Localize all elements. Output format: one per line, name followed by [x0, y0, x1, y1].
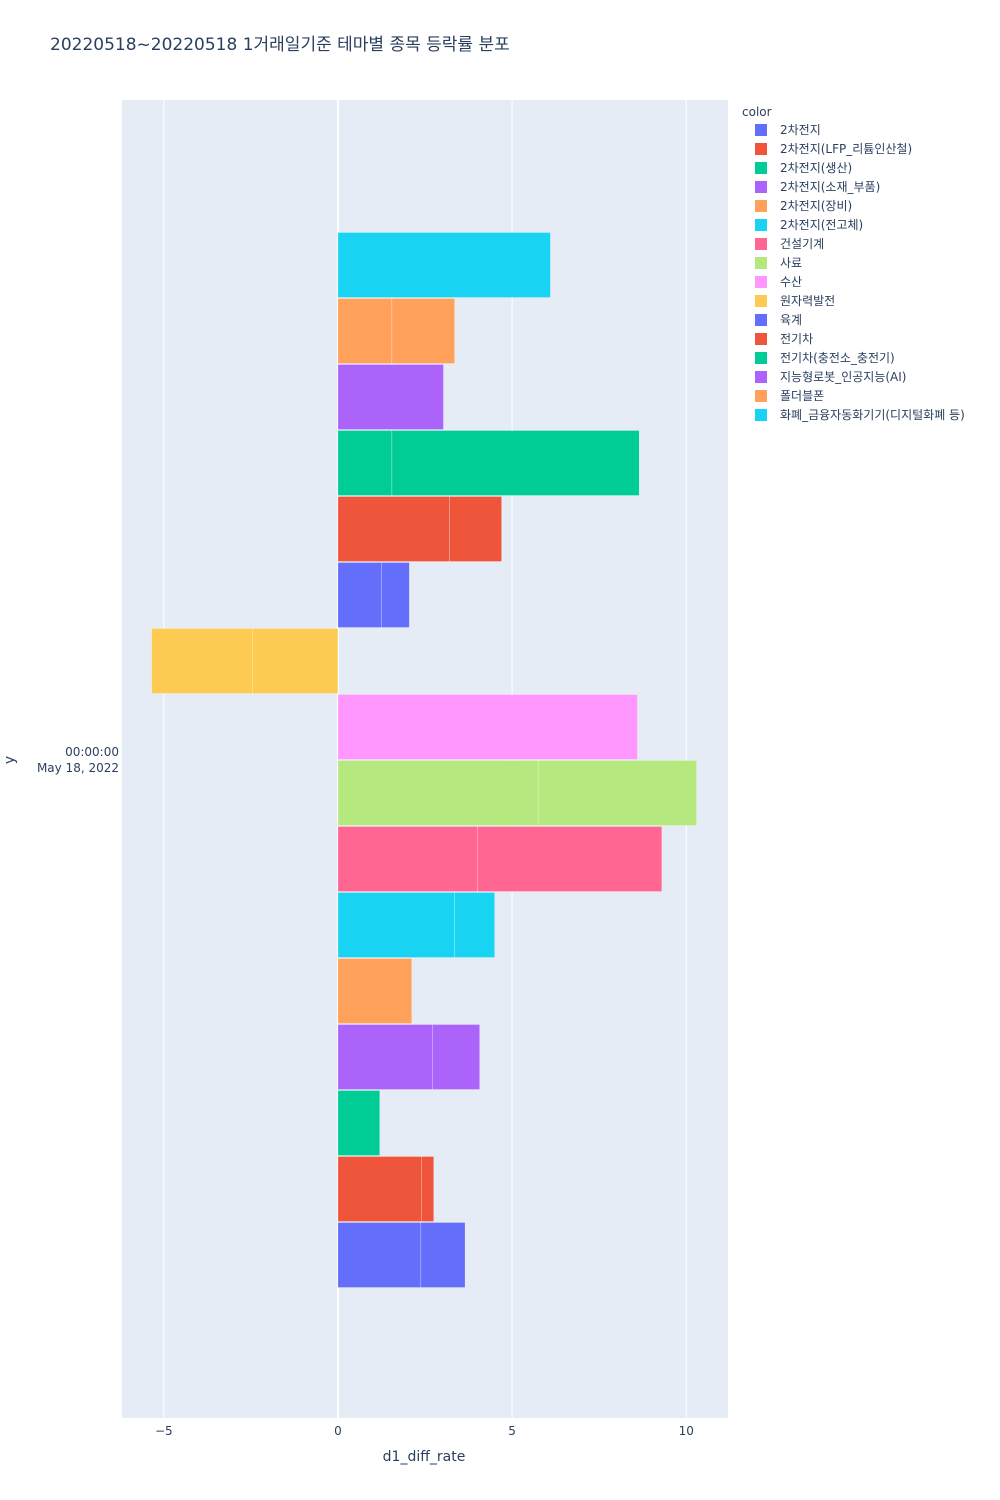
bar-segment	[337, 496, 450, 562]
x-axis-title: d1_diff_rate	[383, 1449, 466, 1465]
legend-swatch[interactable]	[755, 257, 767, 269]
bar-segment	[337, 1222, 422, 1288]
y-tick-label: May 18, 2022	[37, 761, 119, 775]
bar-segment	[337, 562, 382, 628]
legend-item-label[interactable]: 원자력발전	[780, 294, 835, 308]
bar-segment	[391, 430, 640, 496]
y-axis-title: y	[2, 756, 18, 764]
legend-item-label[interactable]: 수산	[780, 275, 802, 289]
legend-item-label[interactable]: 전기차(충전소_충전기)	[780, 351, 895, 365]
bar-segment	[476, 826, 663, 892]
legend-swatch[interactable]	[755, 352, 767, 364]
legend-item-label[interactable]: 2차전지	[780, 123, 821, 137]
bar-segment	[420, 1222, 466, 1288]
legend-item-label[interactable]: 육계	[780, 313, 802, 327]
legend-swatch[interactable]	[755, 295, 767, 307]
x-tick-label: 5	[508, 1424, 516, 1438]
legend-item-label[interactable]: 2차전지(LFP_리튬인산철)	[780, 142, 912, 156]
legend-swatch[interactable]	[755, 143, 767, 155]
bar-segment	[391, 298, 455, 364]
legend-swatch[interactable]	[755, 162, 767, 174]
legend-swatch[interactable]	[755, 181, 767, 193]
bar-segment	[337, 1090, 380, 1156]
legend-item-label[interactable]: 2차전지(장비)	[780, 199, 852, 213]
legend-swatch[interactable]	[755, 371, 767, 383]
legend-item-label[interactable]: 화폐_금융자동화기기(디지털화폐 등)	[780, 408, 965, 422]
legend-item-label[interactable]: 지능형로봇_인공지능(AI)	[780, 370, 906, 384]
bar-segment	[337, 430, 393, 496]
legend-item-label[interactable]: 2차전지(생산)	[780, 161, 852, 175]
legend-item-label[interactable]: 사료	[780, 256, 802, 270]
legend-item-label[interactable]: 2차전지(소재_부품)	[780, 180, 880, 194]
legend-swatch[interactable]	[755, 333, 767, 345]
legend-title: color	[742, 105, 772, 119]
bar-segment	[421, 1156, 434, 1222]
bar-segment	[454, 892, 495, 958]
bar-segment	[537, 760, 697, 826]
bar-segment	[252, 628, 339, 694]
bar-segment	[381, 562, 410, 628]
legend-swatch[interactable]	[755, 314, 767, 326]
bar-segment	[449, 496, 502, 562]
x-tick-label: 0	[334, 1424, 342, 1438]
legend-swatch[interactable]	[755, 409, 767, 421]
legend: color 2차전지 2차전지(LFP_리튬인산철) 2차전지(생산) 2차전지(소재…	[742, 105, 965, 422]
legend-item-label[interactable]: 폴더블폰	[780, 389, 824, 403]
bar-segment	[432, 1024, 480, 1090]
bar-segment	[337, 298, 393, 364]
bar-segment	[337, 1024, 433, 1090]
bar-segment	[337, 826, 478, 892]
legend-item-label[interactable]: 전기차	[780, 332, 813, 346]
x-tick-label: 10	[679, 1424, 694, 1438]
legend-item-label[interactable]: 건설기계	[780, 237, 824, 251]
legend-swatch[interactable]	[755, 124, 767, 136]
bar-segment	[151, 628, 253, 694]
bar-segment	[337, 694, 638, 760]
legend-swatch[interactable]	[755, 276, 767, 288]
chart-title: 20220518~20220518 1거래일기준 테마별 종목 등락률 분포	[50, 35, 510, 55]
bar-segment	[337, 1156, 422, 1222]
plot-area: −5 0 5 10 00:00:00 May 18, 2022	[37, 100, 728, 1438]
bar-segment	[337, 364, 444, 430]
bar-segment	[337, 892, 455, 958]
x-tick-label: −5	[155, 1424, 173, 1438]
legend-swatch[interactable]	[755, 219, 767, 231]
legend-swatch[interactable]	[755, 200, 767, 212]
legend-swatch[interactable]	[755, 390, 767, 402]
y-tick-label: 00:00:00	[65, 745, 119, 759]
bar-segment	[337, 232, 551, 298]
bar-segment	[337, 958, 413, 1024]
bar-segment	[337, 760, 539, 826]
legend-item-label[interactable]: 2차전지(전고체)	[780, 218, 863, 232]
legend-swatch[interactable]	[755, 238, 767, 250]
